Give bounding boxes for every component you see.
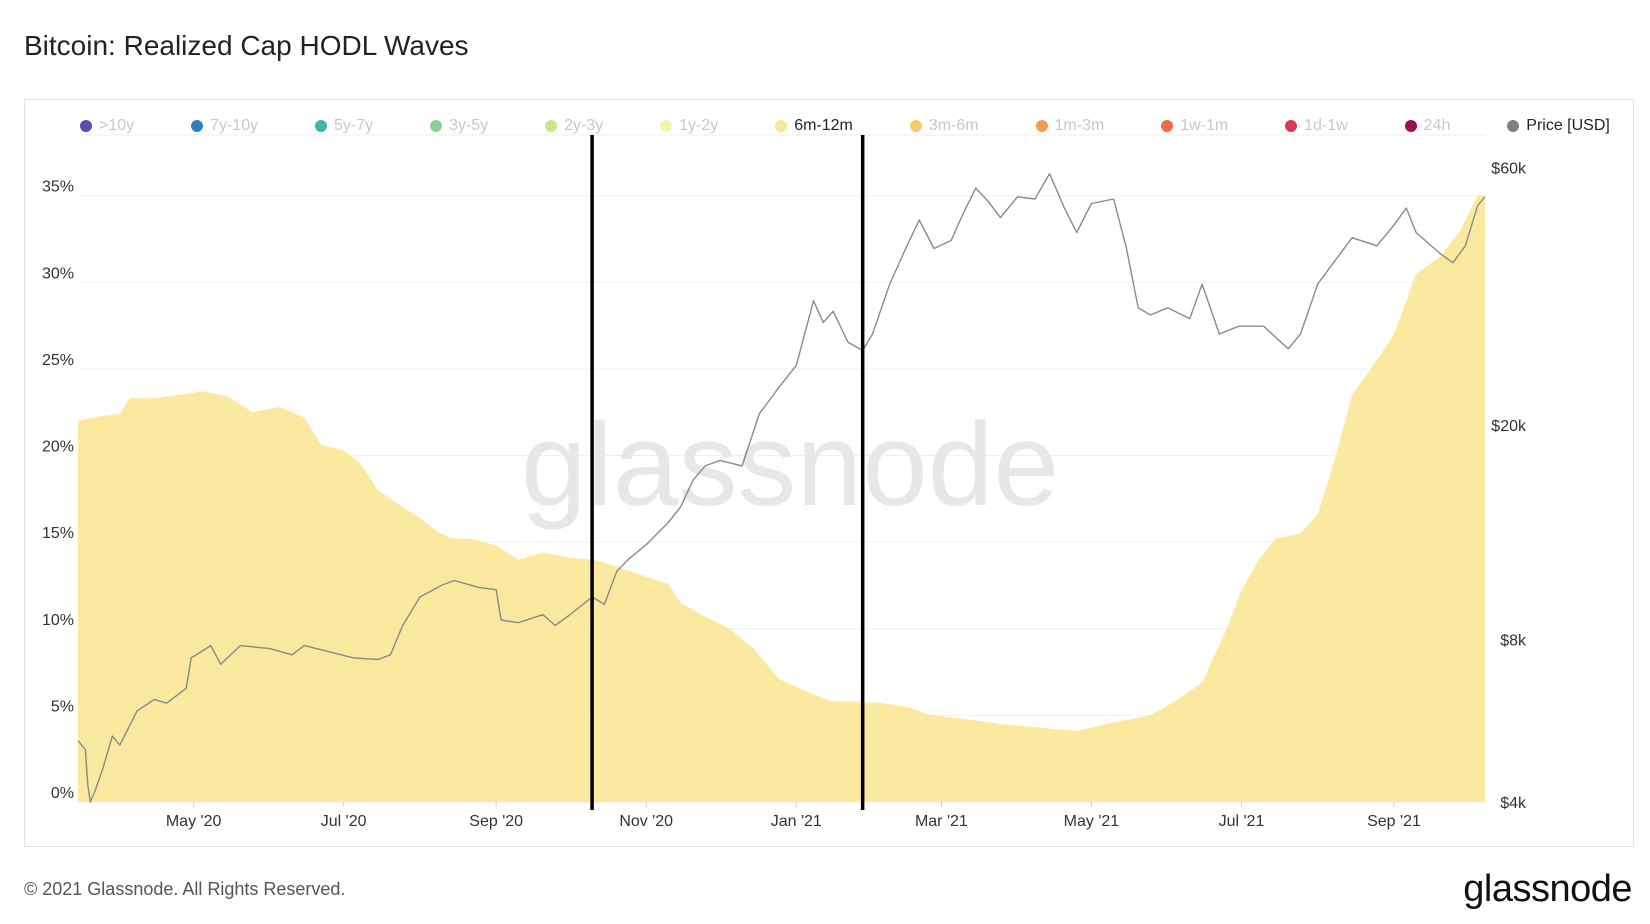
legend-item[interactable]: 3y-5y <box>430 117 488 135</box>
legend-dot-icon <box>1404 120 1417 132</box>
legend-dot-icon <box>909 120 922 132</box>
legend-item[interactable]: 24h <box>1404 117 1451 135</box>
watermark: glassnode <box>521 399 1059 531</box>
chart-title: Bitcoin: Realized Cap HODL Waves <box>24 30 469 61</box>
price-line <box>77 173 1486 803</box>
area-layer <box>78 195 1485 803</box>
glassnode-logo[interactable]: glassnode <box>1463 868 1632 910</box>
x-tick-label: Sep '20 <box>469 813 523 830</box>
legend-label: 5y-7y <box>334 117 374 134</box>
legend-label: Price [USD] <box>1526 117 1610 134</box>
legend-item[interactable]: 1d-1w <box>1285 117 1348 135</box>
legend-item[interactable]: Price [USD] <box>1507 117 1610 135</box>
legend-dot-icon <box>1507 120 1520 132</box>
legend-label: 1m-3m <box>1054 117 1105 134</box>
y-axis-left: 0% 5% 10% 15% 20% 25% 30% 35% <box>42 179 74 802</box>
legend-label: 1d-1w <box>1304 117 1348 134</box>
y-left-tick-label: 35% <box>42 179 74 196</box>
legend-dot-icon <box>660 120 673 132</box>
legend-label: 3m-6m <box>928 117 979 134</box>
legend-item[interactable]: 3m-6m <box>909 117 979 135</box>
legend-dot-icon <box>315 120 328 132</box>
x-tick-label: Nov '20 <box>619 813 673 830</box>
legend-item[interactable]: 1w-1m <box>1161 117 1228 135</box>
y-right-tick-label: $4k <box>1500 795 1527 812</box>
y-left-tick-label: 15% <box>42 525 74 542</box>
legend-item[interactable]: 7y-10y <box>191 117 258 135</box>
legend-dot-icon <box>430 120 443 132</box>
legend-dot-icon <box>1161 120 1174 132</box>
x-axis: May '20 Jul '20 Sep '20 Nov '20 Jan '21 Mar '… <box>166 802 1421 830</box>
chart-legend: >10y 7y-10y 5y-7y 3y-5y 2y-3y 1y-2y 6m-12m 3m-6… <box>80 113 1610 139</box>
legend-label: 1y-2y <box>679 117 719 134</box>
legend-label: 6m-12m <box>794 117 853 134</box>
legend-item[interactable]: 5y-7y <box>315 117 373 135</box>
legend-dot-icon <box>545 120 558 132</box>
legend-label: >10y <box>99 117 135 134</box>
legend-item[interactable]: 2y-3y <box>545 117 603 135</box>
legend-label: 7y-10y <box>210 117 259 134</box>
legend-label: 2y-3y <box>564 117 604 134</box>
legend-label: 1w-1m <box>1180 117 1229 134</box>
area-series-6m-12m <box>78 195 1485 803</box>
y-left-tick-label: 25% <box>42 352 74 369</box>
x-tick-label: May '20 <box>166 813 222 830</box>
x-tick-label: May '21 <box>1064 813 1120 830</box>
legend-label: 3y-5y <box>449 117 489 134</box>
annotation-layer <box>590 135 865 810</box>
x-tick-label: Sep '21 <box>1367 813 1421 830</box>
legend-item[interactable]: 1m-3m <box>1035 117 1105 135</box>
y-left-tick-label: 10% <box>42 612 74 629</box>
legend-dot-icon <box>1035 120 1048 132</box>
x-tick-label: Jul '20 <box>321 813 367 830</box>
x-tick-label: Jul '21 <box>1219 813 1265 830</box>
y-left-tick-label: 20% <box>42 439 74 456</box>
y-right-tick-label: $60k <box>1491 161 1527 178</box>
y-left-tick-label: 5% <box>51 698 74 715</box>
legend-item[interactable]: >10y <box>80 117 134 135</box>
x-tick-label: Mar '21 <box>915 813 968 830</box>
x-tick-label: Jan '21 <box>771 813 822 830</box>
y-right-tick-label: $20k <box>1491 418 1527 435</box>
legend-item[interactable]: 1y-2y <box>660 117 718 135</box>
y-left-tick-label: 0% <box>51 785 74 802</box>
legend-dot-icon <box>191 120 204 132</box>
legend-label: 24h <box>1423 117 1451 134</box>
legend-item[interactable]: 6m-12m <box>775 117 853 135</box>
legend-dot-icon <box>775 120 788 132</box>
chart-panel <box>24 99 1634 847</box>
line-layer <box>77 173 1486 803</box>
y-right-tick-label: $8k <box>1500 633 1527 650</box>
copyright-text: © 2021 Glassnode. All Rights Reserved. <box>24 879 346 899</box>
y-axis-right: $4k $8k $20k $60k <box>1491 161 1527 812</box>
legend-dot-icon <box>1285 120 1298 132</box>
legend-dot-icon <box>80 120 92 132</box>
y-left-tick-label: 30% <box>42 265 74 282</box>
